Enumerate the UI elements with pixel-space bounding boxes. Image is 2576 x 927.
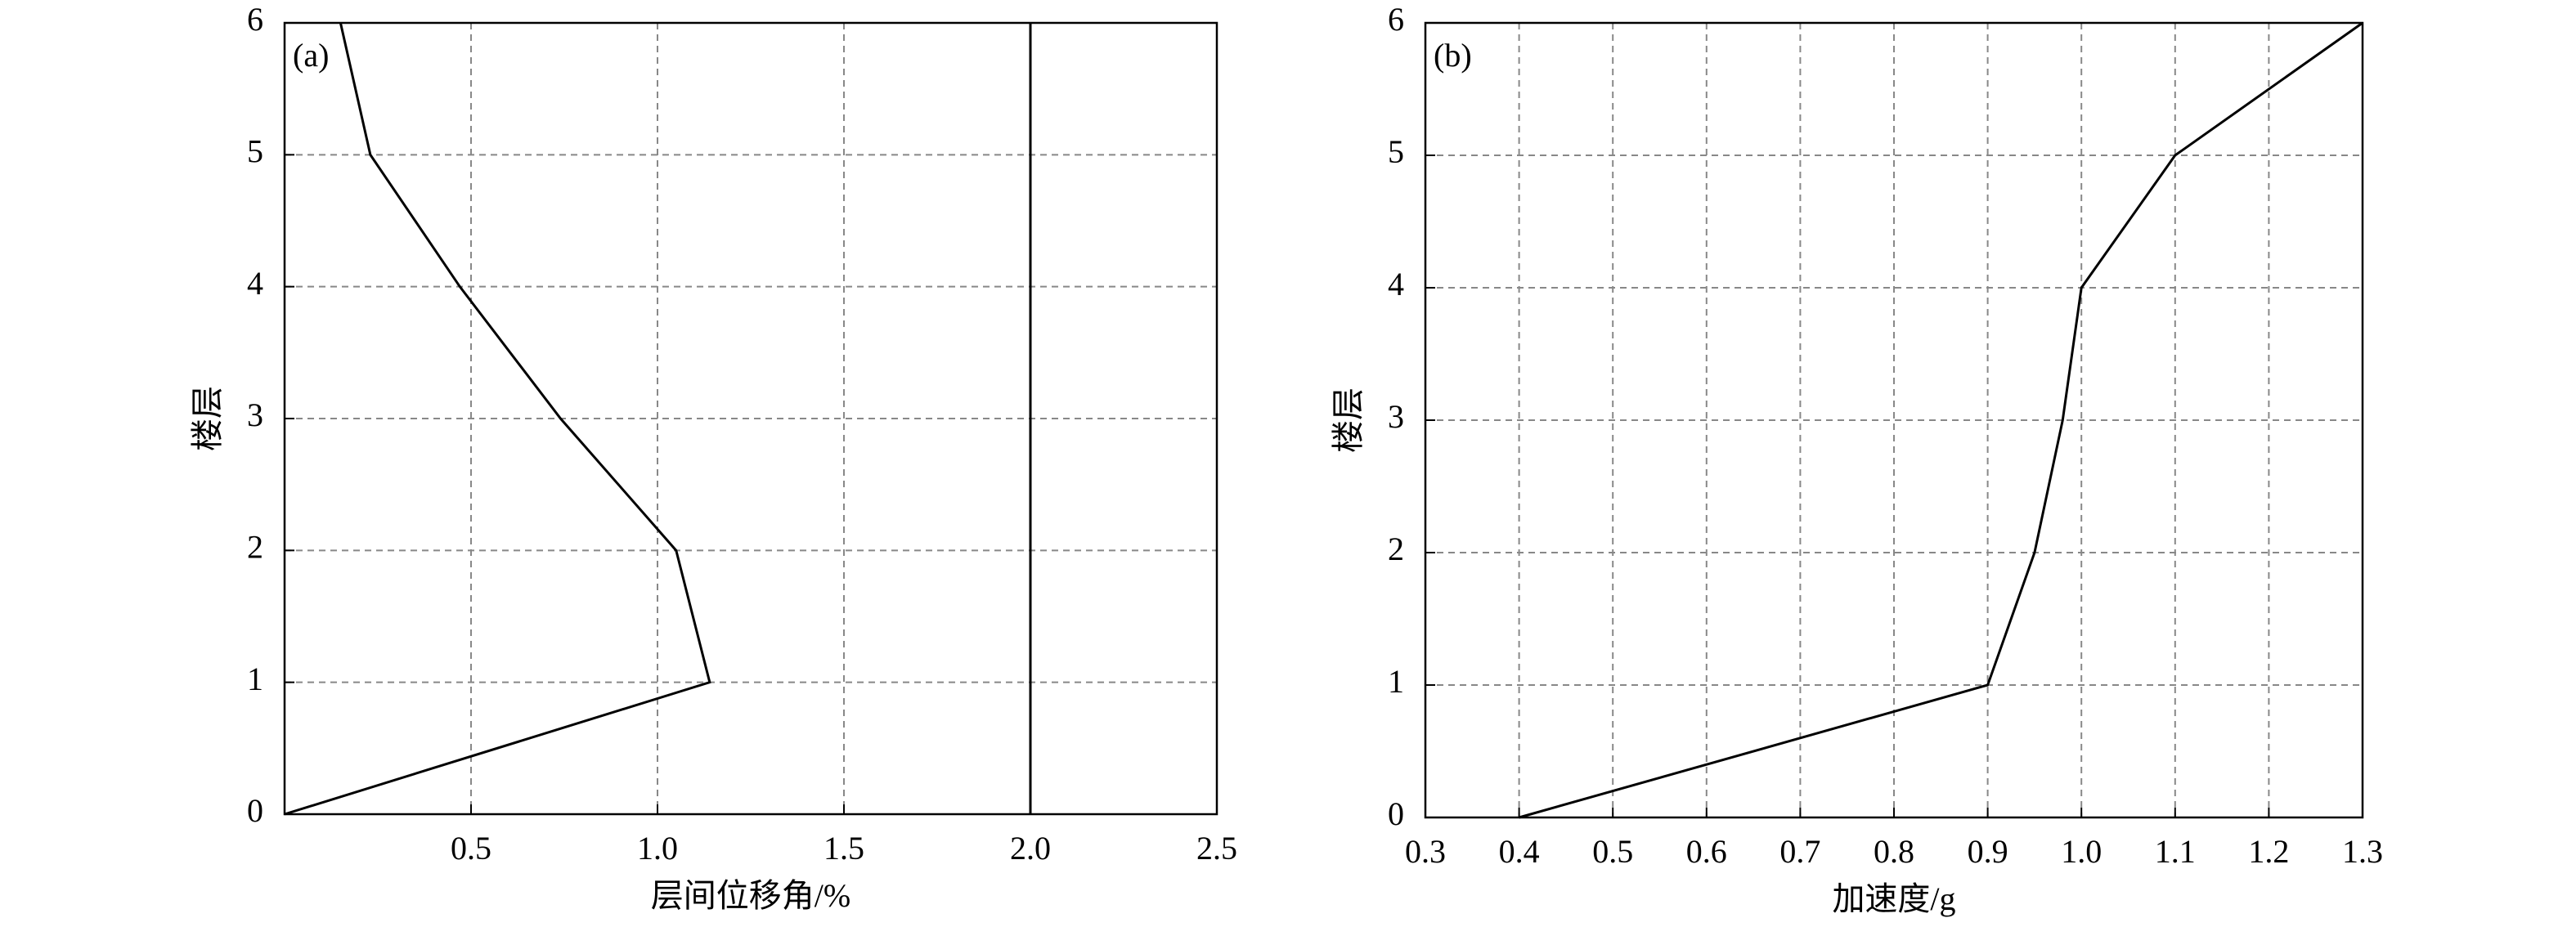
- y-tick-label: 1: [1388, 663, 1404, 700]
- panel-label: (a): [293, 37, 329, 74]
- panel: 0.5 1.0 1.5 2.0 2.5 0 1 2 3 4 5 6 (a) 层间位移角/% 楼层: [189, 1, 1237, 914]
- y-tick-label: 1: [247, 661, 263, 697]
- x-tick-label: 1.1: [2155, 833, 2196, 870]
- y-tick-label: 3: [1388, 398, 1404, 435]
- y-tick-label: 2: [1388, 531, 1404, 567]
- y-tick-label: 5: [1388, 133, 1404, 170]
- data-line: [1519, 21, 2363, 819]
- x-tick-label: 2.0: [1010, 830, 1051, 867]
- x-tick-label: 0.5: [1592, 833, 1633, 870]
- panel: 0.3 0.4 0.5 0.6 0.7 0.8 0.9 1.0 1.1 1.2 1.3 0 1 2 3 4 5 6…: [1330, 1, 2383, 917]
- plot-frame: [1424, 21, 2364, 819]
- x-tick-label: 1.0: [2061, 833, 2102, 870]
- x-tick-label: 0.8: [1874, 833, 1914, 870]
- y-axis-title: 楼层: [189, 386, 226, 451]
- y-tick-label: 6: [1388, 1, 1404, 38]
- panel-label: (b): [1434, 37, 1472, 74]
- x-tick-label: 2.5: [1196, 830, 1237, 867]
- x-tick-label: 0.5: [451, 830, 491, 867]
- y-tick-label: 2: [247, 529, 263, 566]
- x-tick-label: 0.9: [1968, 833, 2008, 870]
- y-tick-label: 0: [247, 792, 263, 829]
- x-tick-label: 0.4: [1499, 833, 1540, 870]
- data-line: [284, 22, 711, 816]
- y-tick-label: 0: [1388, 795, 1404, 832]
- y-tick-label: 5: [247, 133, 263, 170]
- x-tick-label: 0.3: [1405, 833, 1446, 870]
- y-tick-label: 4: [247, 265, 263, 302]
- x-tick-label: 1.3: [2342, 833, 2383, 870]
- x-tick-label: 1.0: [637, 830, 678, 867]
- y-tick-label: 4: [1388, 266, 1404, 302]
- x-tick-label: 0.7: [1779, 833, 1820, 870]
- x-tick-label: 1.5: [824, 830, 864, 867]
- y-tick-label: 6: [247, 1, 263, 38]
- x-axis-title: 加速度/g: [1832, 880, 1955, 917]
- x-axis-title: 层间位移角/%: [651, 877, 850, 914]
- plot-frame: [283, 21, 1218, 816]
- x-tick-label: 0.6: [1686, 833, 1727, 870]
- x-tick-label: 1.2: [2248, 833, 2289, 870]
- y-tick-label: 3: [247, 396, 263, 433]
- y-axis-title: 楼层: [1330, 387, 1367, 453]
